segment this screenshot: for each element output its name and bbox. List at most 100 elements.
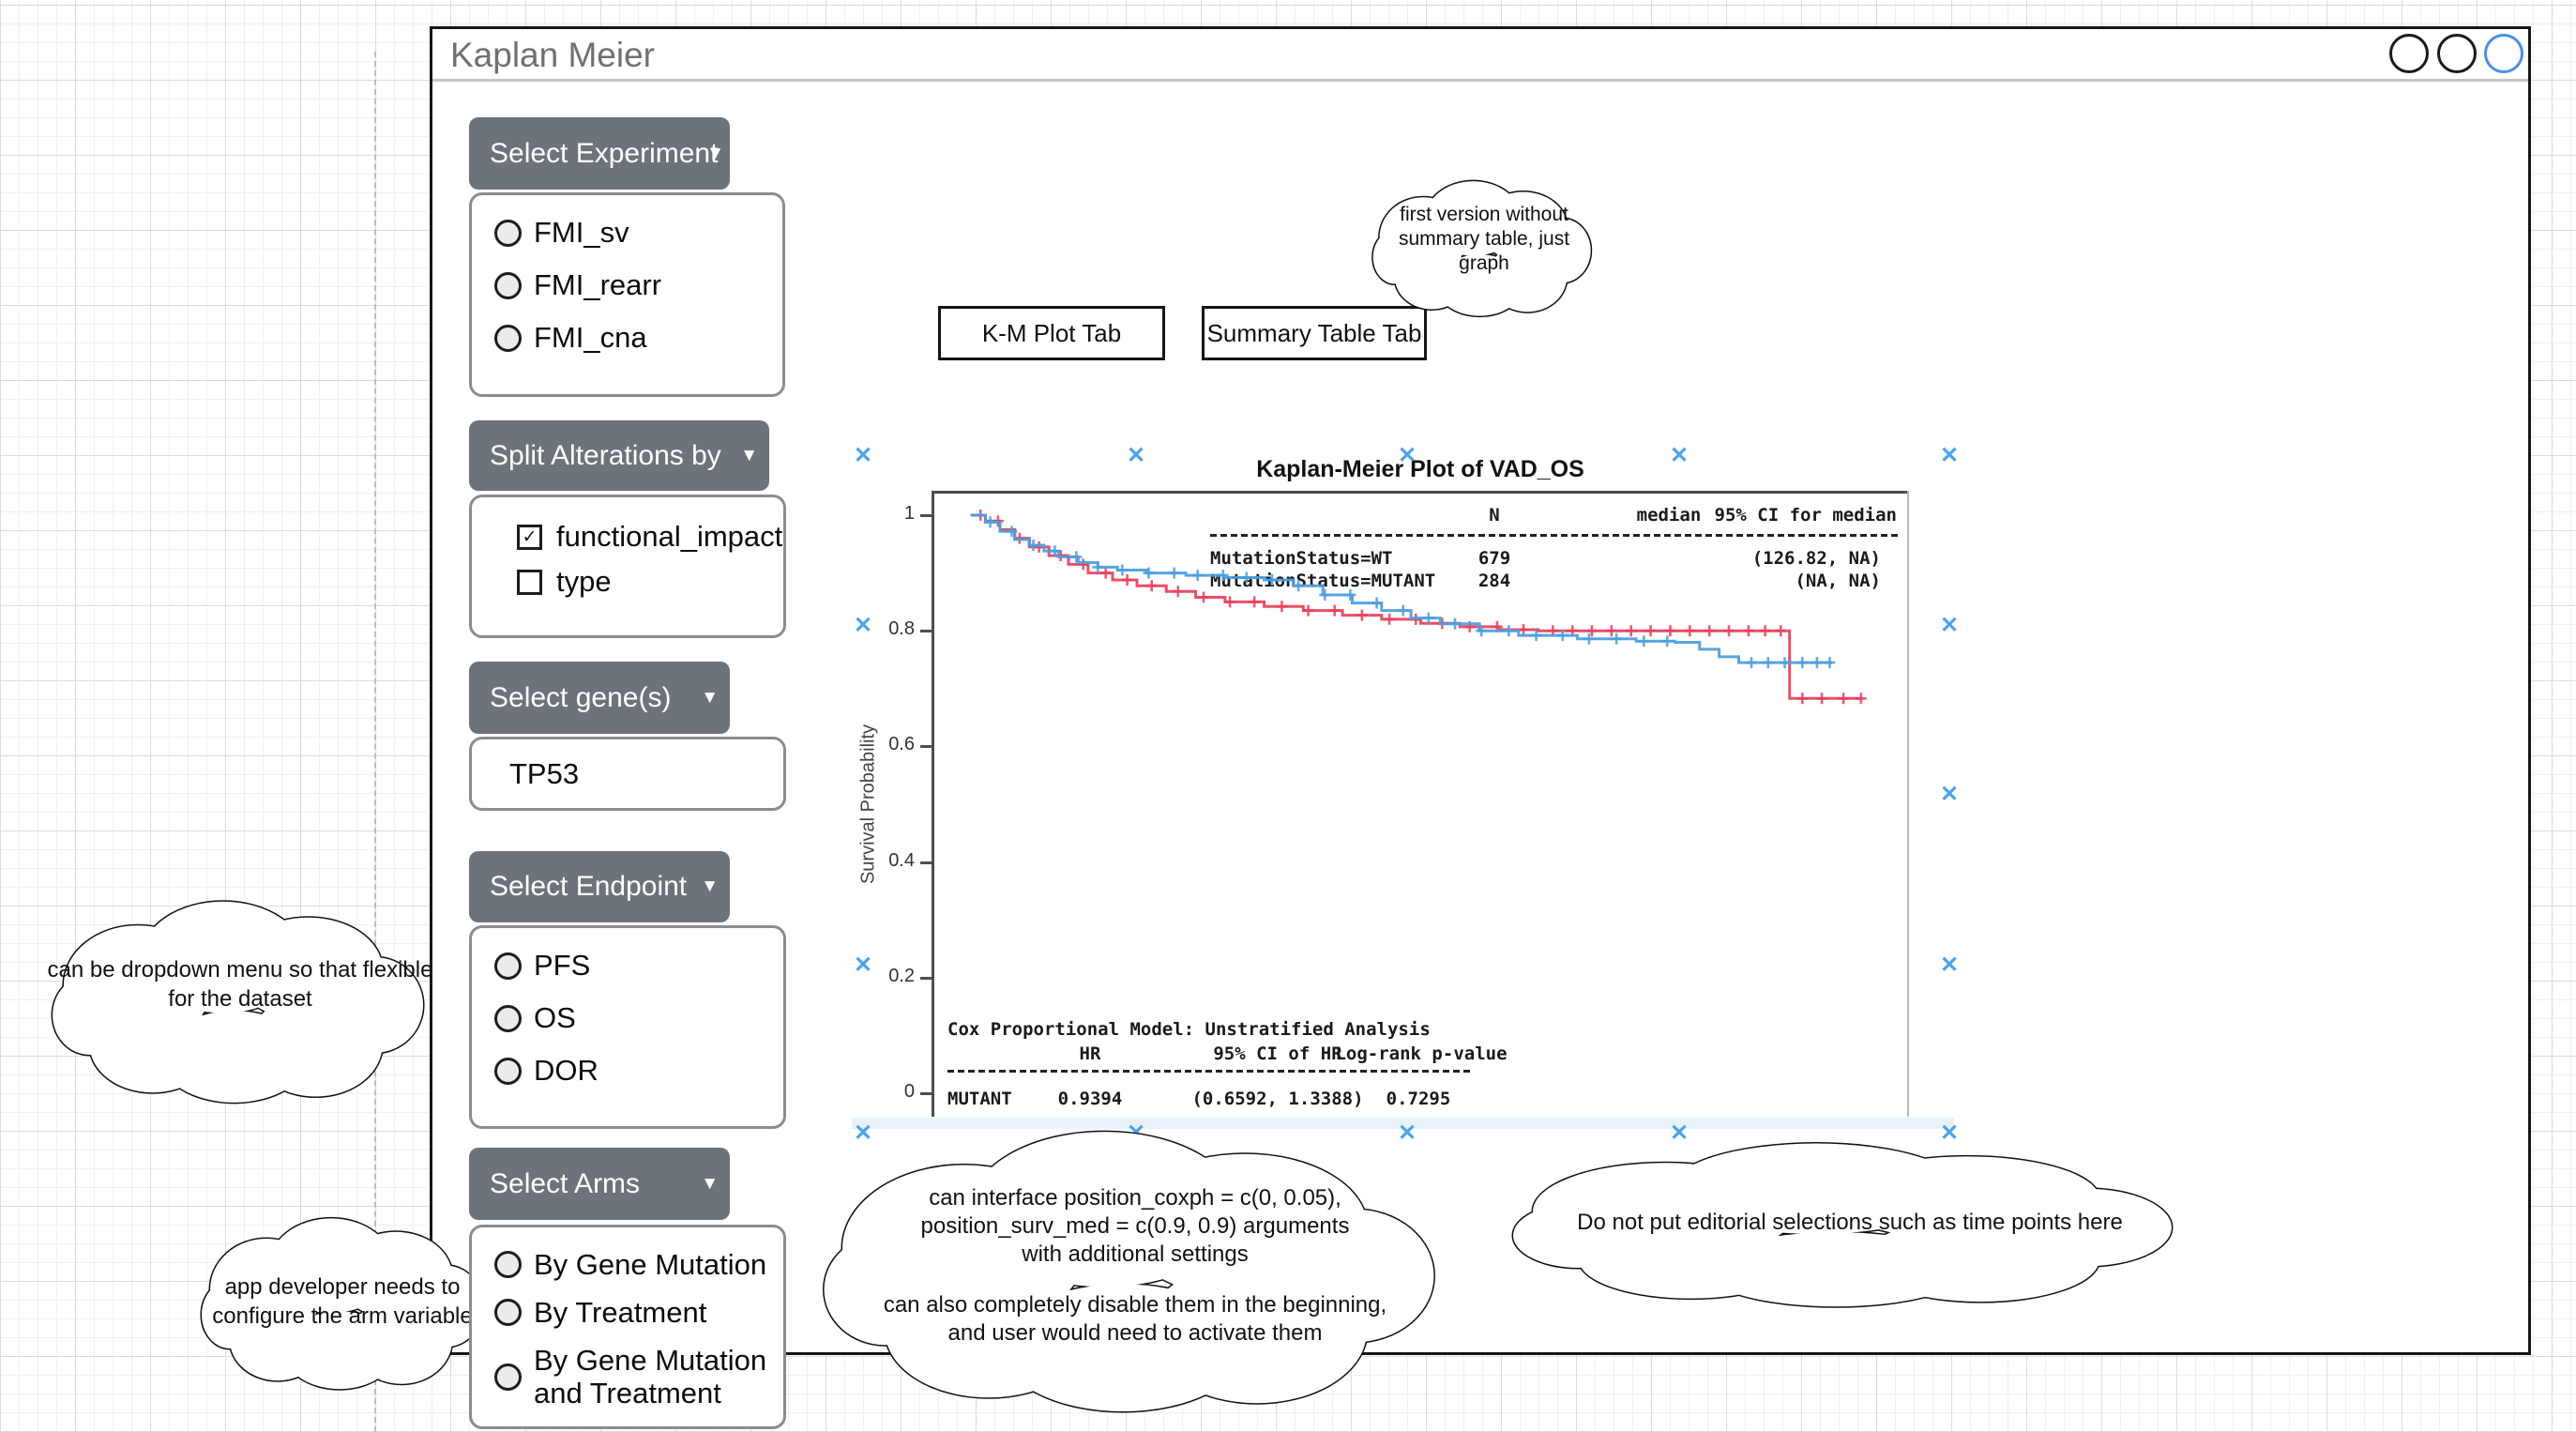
select-experiment-label: Select Experiment xyxy=(490,137,719,169)
cox-col-header: 95% CI of HR xyxy=(1213,1044,1342,1064)
annotation-text-note-positions: can interface position_coxph = c(0, 0.05… xyxy=(844,1184,1426,1348)
select-endpoint-label: Select Endpoint xyxy=(490,871,688,902)
chevron-down-icon: ▼ xyxy=(701,687,719,708)
annotation-line: can interface position_coxph = c(0, 0.05… xyxy=(929,1185,1341,1211)
selection-handle-icon[interactable]: ✕ xyxy=(1397,443,1417,468)
y-tick-mark xyxy=(920,630,932,633)
window-control-icon-active[interactable] xyxy=(2484,34,2523,73)
split-alterations-label: Split Alterations by xyxy=(490,439,721,471)
stats-row-group: MutationStatus=MUTANT xyxy=(1210,571,1436,591)
gene-input[interactable]: TP53 xyxy=(469,737,786,811)
annotation-text-note-editorial: Do not put editorial selections such as … xyxy=(1527,1209,2173,1237)
y-tick-label: 0.4 xyxy=(888,849,915,871)
arms-option-by-gene-mutation-and-treatment[interactable]: By Gene Mutation and Treatment xyxy=(472,1344,783,1409)
arms-option-by-gene-mutation[interactable]: By Gene Mutation xyxy=(472,1248,783,1281)
y-tick-mark xyxy=(920,1092,932,1095)
radio-icon[interactable] xyxy=(494,1251,522,1278)
cox-divider xyxy=(947,1070,1471,1073)
checkbox-icon[interactable] xyxy=(517,569,542,595)
select-genes-label: Select gene(s) xyxy=(490,681,672,713)
option-label: By Gene Mutation xyxy=(534,1248,767,1281)
cox-row-hr: 0.9394 xyxy=(1057,1089,1123,1109)
stats-row-n: 284 xyxy=(1477,571,1511,591)
tab-km-plot[interactable]: K-M Plot Tab xyxy=(938,306,1165,360)
annotation-text-note-top: first version without summary table, just… xyxy=(1356,203,1612,276)
radio-icon[interactable] xyxy=(494,952,522,980)
plot-axis-y xyxy=(932,491,934,1117)
titlebar-divider xyxy=(432,79,2528,82)
selection-handle-icon[interactable]: ✕ xyxy=(1397,1120,1417,1146)
arms-option-by-treatment[interactable]: By Treatment xyxy=(472,1296,783,1329)
tab-summary-table[interactable]: Summary Table Tab xyxy=(1202,306,1427,360)
split-alterations-button[interactable]: Split Alterations by ▼ xyxy=(469,420,769,491)
select-genes-button[interactable]: Select gene(s) ▼ xyxy=(469,662,730,734)
endpoint-option-pfs[interactable]: PFS xyxy=(472,949,783,983)
radio-icon[interactable] xyxy=(494,271,522,299)
plot-ylabel: Survival Probability xyxy=(857,724,879,885)
selection-handle-icon[interactable]: ✕ xyxy=(1126,443,1146,468)
selection-handle-icon[interactable]: ✕ xyxy=(1939,952,1960,978)
window-title: Kaplan Meier xyxy=(450,36,656,74)
y-tick-label: 0.6 xyxy=(888,734,915,755)
selection-handle-icon[interactable]: ✕ xyxy=(853,952,873,978)
selection-handle-icon[interactable]: ✕ xyxy=(853,443,873,468)
selection-handle-icon[interactable]: ✕ xyxy=(1939,613,1960,638)
cox-row-ci: (0.6592, 1.3388) xyxy=(1191,1089,1364,1109)
select-experiment-button[interactable]: Select Experiment ▼ xyxy=(469,117,730,190)
annotation-line: for the dataset xyxy=(168,986,312,1012)
experiment-option-fmi-cna[interactable]: FMI_cna xyxy=(472,321,782,355)
radio-icon[interactable] xyxy=(494,1004,522,1032)
selection-handle-icon[interactable]: ✕ xyxy=(853,1120,873,1146)
stats-col-header: N xyxy=(1489,505,1500,526)
select-arms-button[interactable]: Select Arms ▼ xyxy=(469,1148,730,1220)
experiment-option-list: FMI_sv FMI_rearr FMI_cna xyxy=(469,192,785,397)
stats-row-group: MutationStatus=WT xyxy=(1210,548,1393,569)
option-label: type xyxy=(556,565,612,598)
radio-icon[interactable] xyxy=(494,1057,522,1085)
annotation-line: can also completely disable them in the … xyxy=(883,1292,1387,1318)
endpoint-option-os[interactable]: OS xyxy=(472,1001,783,1035)
radio-icon[interactable] xyxy=(494,219,522,247)
selection-handle-icon[interactable]: ✕ xyxy=(1669,443,1690,468)
chevron-down-icon: ▼ xyxy=(740,445,758,465)
selection-handle-icon[interactable]: ✕ xyxy=(853,613,873,638)
radio-icon[interactable] xyxy=(494,1363,522,1391)
experiment-option-fmi-rearr[interactable]: FMI_rearr xyxy=(472,268,782,302)
endpoint-option-dor[interactable]: DOR xyxy=(472,1054,783,1088)
radio-icon[interactable] xyxy=(494,324,522,352)
annotation-line: and user would need to activate them xyxy=(947,1320,1323,1346)
selection-handle-icon[interactable]: ✕ xyxy=(1669,1120,1690,1146)
selection-handle-icon[interactable]: ✕ xyxy=(1939,443,1960,468)
annotation-line: Do not put editorial selections such as … xyxy=(1577,1210,2123,1235)
experiment-option-fmi-sv[interactable]: FMI_sv xyxy=(472,216,782,250)
window-control-icon[interactable] xyxy=(2389,34,2429,73)
plot-border-right xyxy=(1907,491,1909,1117)
grid-guide-line xyxy=(374,52,376,1432)
km-curves xyxy=(970,510,1867,705)
window-control-icon[interactable] xyxy=(2437,34,2477,73)
checkbox-icon[interactable]: ✓ xyxy=(517,524,542,550)
y-tick-mark xyxy=(920,861,932,864)
radio-icon[interactable] xyxy=(494,1299,522,1326)
split-option-type[interactable]: type xyxy=(472,565,783,599)
selection-handle-icon[interactable]: ✕ xyxy=(1939,1120,1960,1146)
y-tick-label: 0 xyxy=(903,1081,915,1102)
option-label: functional_impact xyxy=(556,520,783,553)
annotation-line: can be dropdown menu so that flexible xyxy=(47,957,433,983)
stats-row-n: 679 xyxy=(1477,548,1511,569)
cox-title: Cox Proportional Model: Unstratified Ana… xyxy=(947,1019,1431,1040)
annotation-cloud-note-arms xyxy=(200,1216,486,1391)
split-option-functional-impact[interactable]: ✓ functional_impact xyxy=(472,520,783,554)
select-endpoint-button[interactable]: Select Endpoint ▼ xyxy=(469,851,730,922)
plot-image-selection-strip xyxy=(852,1118,1954,1129)
cox-col-header: Log-rank p-value xyxy=(1335,1044,1508,1064)
selection-handle-icon[interactable]: ✕ xyxy=(1939,782,1960,807)
annotation-cloud-note-top xyxy=(1371,179,1593,318)
stats-col-header: median xyxy=(1636,505,1702,526)
option-label: DOR xyxy=(534,1054,599,1087)
annotation-line: with additional settings xyxy=(1022,1242,1249,1267)
chevron-down-icon: ▼ xyxy=(701,1173,719,1194)
option-label: By Treatment xyxy=(534,1296,707,1329)
